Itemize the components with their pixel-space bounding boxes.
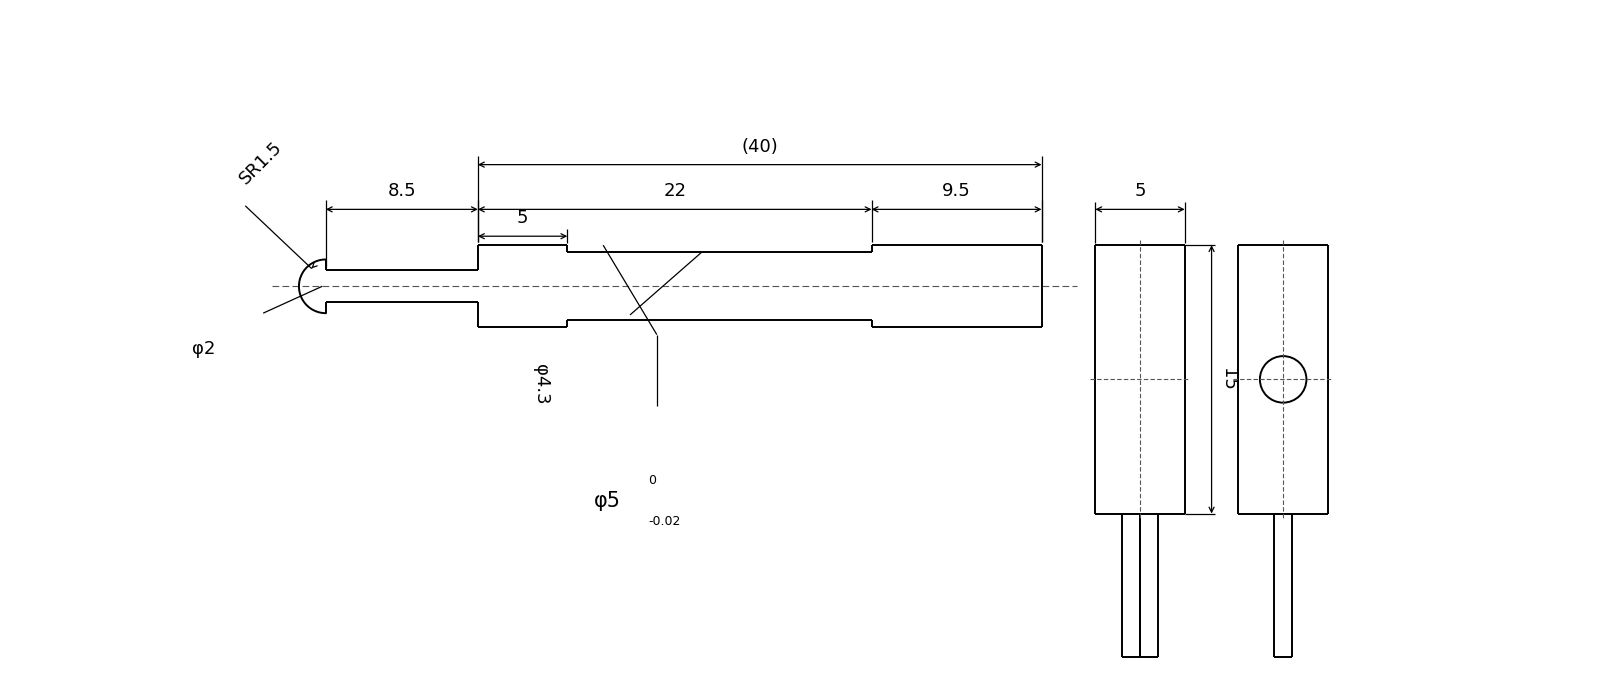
- Text: φ2: φ2: [192, 340, 216, 358]
- Text: 5: 5: [1134, 182, 1146, 201]
- Text: 22: 22: [664, 182, 686, 201]
- Text: 9.5: 9.5: [942, 182, 971, 201]
- Text: 0: 0: [648, 474, 656, 487]
- Text: 8.5: 8.5: [387, 182, 416, 201]
- Text: 15: 15: [1219, 368, 1237, 391]
- Text: (40): (40): [741, 137, 778, 156]
- Text: SR1.5: SR1.5: [237, 138, 286, 188]
- Text: φ4.3: φ4.3: [531, 364, 549, 405]
- Text: 5: 5: [517, 209, 528, 227]
- Text: -0.02: -0.02: [648, 515, 680, 528]
- Text: φ5: φ5: [594, 491, 621, 511]
